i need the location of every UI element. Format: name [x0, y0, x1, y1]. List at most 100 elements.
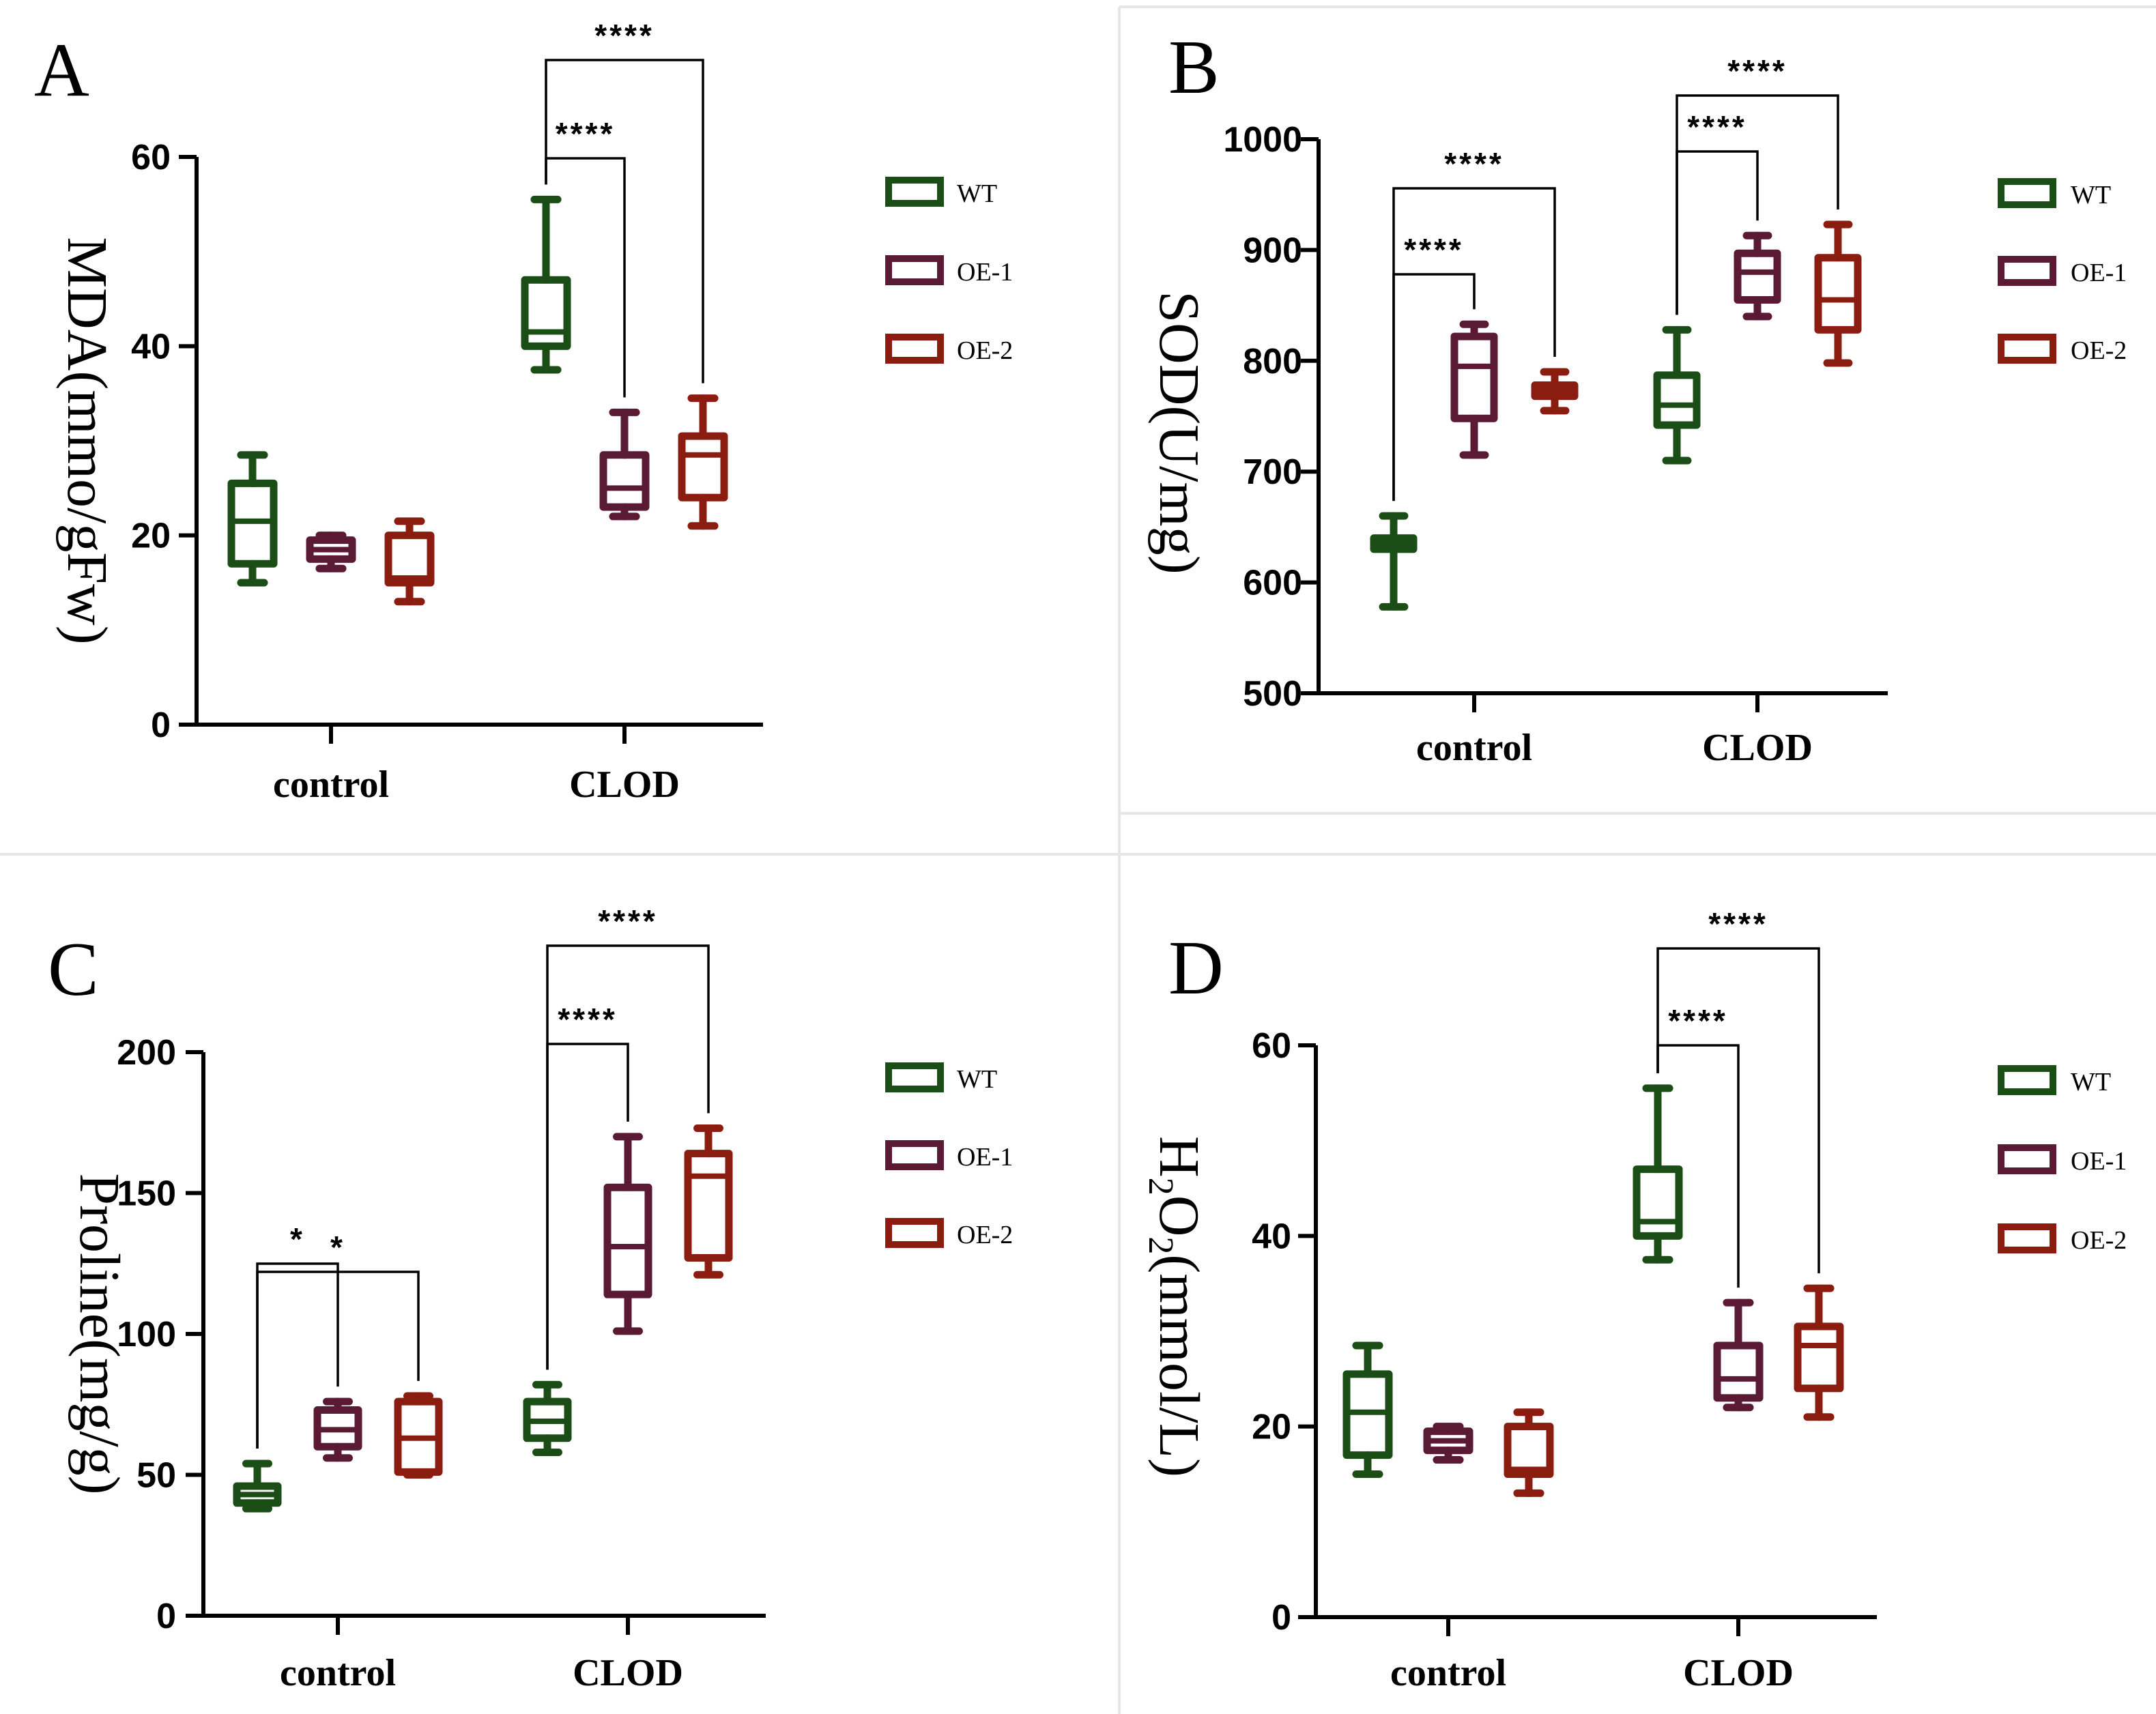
box-wt-clod — [523, 1380, 572, 1456]
y-axis-label-part: H — [1147, 1136, 1211, 1178]
x-category-label: control — [1416, 727, 1532, 769]
panel-a: A 0 20 40 60 control CLOD MDA(mmo/gFw) **** **** W… — [34, 18, 1013, 806]
legend-swatch-wt — [885, 177, 944, 207]
box-oe-1-control — [306, 532, 356, 572]
significance-bracket — [1656, 947, 1820, 1274]
box-iqr — [1504, 1423, 1554, 1479]
y-tick-label: 600 — [1243, 564, 1302, 603]
y-tick-label: 40 — [131, 327, 171, 366]
y-tick-label: 150 — [117, 1174, 176, 1214]
y-axis-label-part: 2 — [1141, 1236, 1180, 1254]
box-wt-clod — [1653, 325, 1701, 465]
y-axis-label: H2O2(mmol/L) — [1141, 1136, 1211, 1477]
box-wt-control — [233, 1459, 282, 1513]
box-oe-1-clod — [1713, 1298, 1764, 1412]
box-oe-2-control — [1531, 368, 1579, 415]
legend-swatch-oe-2 — [885, 1218, 944, 1248]
legend-label: OE-1 — [957, 1143, 1013, 1172]
box-iqr — [1450, 332, 1498, 422]
significance-bracket — [546, 944, 710, 1370]
y-tick-label: 60 — [1252, 1026, 1291, 1066]
x-category-label: control — [1390, 1652, 1506, 1694]
legend-swatch-oe-1 — [885, 255, 944, 285]
legend-swatch-wt — [1998, 178, 2056, 208]
legend-label: WT — [957, 1065, 997, 1094]
legend-swatch-oe-1 — [1998, 1144, 2056, 1174]
significance-label: **** — [1687, 109, 1747, 145]
significance-label: **** — [1708, 906, 1768, 942]
y-tick-label: 1000 — [1223, 120, 1302, 160]
panel-letter: C — [48, 927, 99, 1012]
x-category-label: CLOD — [573, 1652, 683, 1694]
significance-label: **** — [558, 1002, 618, 1037]
legend-label: OE-1 — [2071, 1147, 2127, 1176]
y-tick-label: 0 — [1271, 1598, 1291, 1638]
box-oe-2-clod — [678, 394, 728, 530]
significance-label: * — [290, 1221, 305, 1257]
y-tick-label: 50 — [136, 1456, 176, 1496]
legend-swatch-oe-1 — [885, 1140, 944, 1170]
panel-b: B 500 600 700 800 900 1000 control CLOD SOD(U/mg)… — [1147, 25, 2127, 769]
legend-swatch-wt — [1998, 1065, 2056, 1095]
y-axis-label-part: (mmol/L) — [1147, 1254, 1211, 1477]
significance-bracket — [1676, 94, 1839, 315]
legend-label: OE-2 — [957, 1221, 1013, 1249]
legend-label: OE-1 — [2071, 259, 2127, 287]
legend-label: WT — [957, 179, 997, 208]
legend-label: WT — [2071, 181, 2111, 209]
significance-label: **** — [594, 18, 655, 53]
legend-swatch-oe-1 — [1998, 256, 2056, 286]
y-axis-label: Proline(mg/g) — [68, 1173, 131, 1494]
y-axis-label-part: 2 — [1141, 1178, 1180, 1195]
box-iqr — [684, 1150, 733, 1262]
y-tick-label: 800 — [1243, 342, 1302, 381]
box-oe-1-control — [1423, 1423, 1474, 1464]
significance-bracket — [256, 1270, 420, 1449]
significance-label: **** — [598, 903, 658, 939]
box-iqr — [1713, 1341, 1764, 1402]
y-tick-label: 900 — [1243, 231, 1302, 270]
box-wt-control — [1342, 1341, 1393, 1478]
x-category-label: CLOD — [569, 764, 680, 806]
y-tick-label: 20 — [131, 517, 171, 556]
y-tick-label: 40 — [1252, 1217, 1291, 1256]
box-oe-2-control — [1504, 1408, 1554, 1497]
panel-letter: A — [34, 28, 89, 113]
box-iqr — [1734, 249, 1781, 304]
y-tick-label: 200 — [117, 1033, 176, 1073]
box-iqr — [1653, 371, 1701, 429]
box-wt-clod — [1633, 1084, 1683, 1264]
box-wt-control — [1370, 512, 1418, 611]
box-oe-2-control — [394, 1392, 443, 1479]
box-oe-2-clod — [1814, 220, 1862, 367]
box-iqr — [1814, 254, 1862, 334]
y-tick-label: 60 — [131, 138, 171, 177]
box-iqr — [603, 1183, 652, 1298]
significance-label: **** — [1727, 53, 1787, 89]
x-category-label: CLOD — [1683, 1652, 1794, 1694]
box-wt-clod — [521, 195, 571, 374]
box-oe-1-clod — [1734, 231, 1781, 321]
panel-letter: D — [1168, 926, 1224, 1011]
y-tick-label: 0 — [156, 1597, 176, 1636]
significance-label: **** — [1404, 232, 1464, 267]
y-axis-label-part: O — [1147, 1195, 1211, 1237]
box-iqr — [1794, 1322, 1844, 1393]
legend-label: OE-2 — [957, 336, 1013, 365]
y-tick-label: 0 — [151, 706, 171, 745]
box-oe-2-clod — [684, 1124, 733, 1279]
y-axis-label: MDA(mmo/gFw) — [55, 237, 119, 644]
legend-label: OE-1 — [957, 258, 1013, 287]
box-oe-1-control — [313, 1397, 362, 1462]
box-iqr — [384, 532, 435, 587]
box-oe-1-clod — [599, 408, 650, 521]
y-axis-label: SOD(U/mg) — [1147, 291, 1211, 574]
box-iqr — [599, 451, 650, 511]
y-tick-label: 20 — [1252, 1408, 1291, 1447]
significance-label: **** — [556, 116, 616, 151]
panel-letter: B — [1168, 25, 1220, 110]
legend-label: OE-2 — [2071, 336, 2127, 365]
